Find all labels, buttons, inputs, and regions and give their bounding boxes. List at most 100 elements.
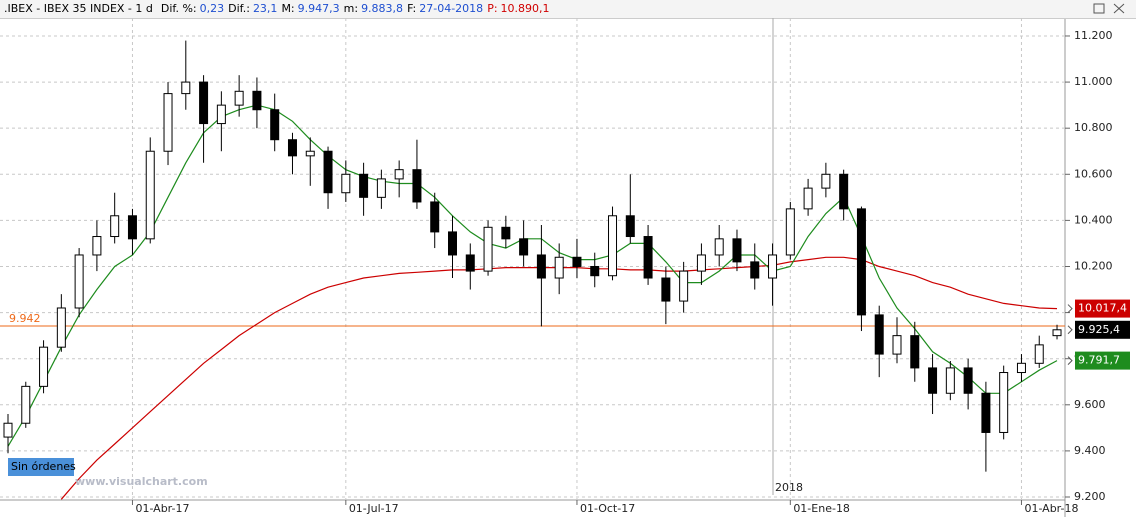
candle-body bbox=[696, 254, 706, 272]
header-value: 9.883,8 bbox=[361, 2, 404, 15]
header-label: F: bbox=[407, 2, 417, 15]
level-label: 9.942 bbox=[9, 312, 41, 325]
header-value: 10.890,1 bbox=[500, 2, 550, 15]
candle-body bbox=[750, 261, 760, 279]
header-label: Dif. %: bbox=[160, 2, 197, 15]
candle-body bbox=[216, 104, 226, 125]
year-label: 2018 bbox=[775, 481, 803, 494]
header-label: Dif.: bbox=[228, 2, 250, 15]
candle-body bbox=[910, 335, 920, 369]
header-label: M: bbox=[281, 2, 295, 15]
last-value-label: 10.017,4 bbox=[1078, 302, 1127, 315]
tag-arrow bbox=[1067, 304, 1073, 313]
y-tick-label: 10.800 bbox=[1074, 121, 1113, 134]
candle-body bbox=[1052, 329, 1062, 337]
candle-body bbox=[110, 215, 120, 238]
candle-body bbox=[3, 422, 13, 438]
moving-average bbox=[7, 104, 1058, 447]
x-tick-label: 01-Abr-17 bbox=[135, 502, 189, 515]
last-value-label: 9.925,4 bbox=[1078, 323, 1120, 336]
close-button[interactable] bbox=[1113, 3, 1125, 14]
candle-body bbox=[56, 307, 66, 348]
candle-body bbox=[465, 254, 475, 272]
header-value: 9.947,3 bbox=[297, 2, 340, 15]
candle-body bbox=[1016, 362, 1026, 374]
x-tick-label: 01-Oct-17 bbox=[580, 502, 635, 515]
tag-arrow bbox=[1067, 325, 1073, 335]
candle-body bbox=[572, 256, 582, 267]
candle-body bbox=[145, 150, 155, 240]
candle-body bbox=[394, 169, 404, 180]
candle-body bbox=[821, 173, 831, 189]
last-value-box bbox=[1075, 320, 1130, 339]
candle-body bbox=[412, 169, 422, 203]
y-tick-label: 9.600 bbox=[1074, 398, 1106, 411]
candle-body bbox=[892, 335, 902, 355]
candle-body bbox=[928, 367, 938, 394]
candle-body bbox=[999, 372, 1009, 433]
candle-body bbox=[768, 254, 778, 279]
y-axis-panel bbox=[1065, 19, 1136, 517]
candle-body bbox=[163, 93, 173, 152]
header-label: P: bbox=[487, 2, 498, 15]
candle-body bbox=[181, 81, 191, 95]
candle-body bbox=[714, 238, 724, 256]
candle-body bbox=[448, 231, 457, 256]
restore-button[interactable] bbox=[1093, 3, 1105, 14]
y-tick-label: 10.600 bbox=[1074, 167, 1113, 180]
candle-body bbox=[856, 208, 866, 316]
candle-body bbox=[287, 139, 297, 157]
candle-body bbox=[430, 201, 440, 233]
last-value-label: 9.791,7 bbox=[1078, 354, 1120, 367]
candle-body bbox=[376, 178, 386, 198]
window-buttons[interactable] bbox=[1092, 0, 1132, 18]
candle-body bbox=[234, 90, 244, 106]
candle-body bbox=[590, 265, 600, 277]
candle-body bbox=[839, 173, 849, 210]
candle-body bbox=[199, 81, 209, 125]
y-tick-label: 9.400 bbox=[1074, 444, 1106, 457]
candle-body bbox=[874, 314, 884, 355]
x-tick-label: 01-Jul-17 bbox=[349, 502, 399, 515]
candle-body bbox=[1034, 344, 1044, 364]
candle-body bbox=[643, 236, 653, 279]
header-value: 0,23 bbox=[199, 2, 225, 15]
status-button[interactable] bbox=[8, 458, 74, 476]
header-label: m: bbox=[343, 2, 359, 15]
candle-body bbox=[270, 109, 280, 141]
candle-body bbox=[608, 215, 618, 277]
x-tick-label: 01-Ene-18 bbox=[793, 502, 850, 515]
candle-body bbox=[554, 256, 564, 279]
candle-body bbox=[519, 238, 529, 256]
candle-body bbox=[981, 392, 991, 433]
y-tick-label: 11.000 bbox=[1074, 75, 1113, 88]
header-value: 23,1 bbox=[252, 2, 278, 15]
last-value-box bbox=[1075, 351, 1130, 370]
candle-body bbox=[323, 150, 333, 194]
candle-body bbox=[536, 254, 546, 279]
candle-body bbox=[92, 236, 102, 256]
window-controls[interactable] bbox=[1092, 0, 1132, 24]
candle-body bbox=[625, 215, 635, 238]
y-tick-label: 11.200 bbox=[1074, 29, 1113, 42]
candle-body bbox=[679, 270, 689, 302]
status-button-label[interactable]: Sin órdenes bbox=[11, 460, 76, 473]
chart-header: .IBEX - IBEX 35 INDEX - 1 d Dif. %: 0,23 Di… bbox=[0, 0, 1136, 19]
candle-body bbox=[341, 173, 351, 194]
candle-body bbox=[39, 346, 49, 387]
candle-body bbox=[74, 254, 84, 309]
header-fields: Dif. %: 0,23 Dif.: 23,1 M: 9.947,3 m: 9.883,8 F:… bbox=[157, 2, 550, 15]
y-tick-label: 9.200 bbox=[1074, 490, 1106, 503]
candle-body bbox=[127, 215, 137, 240]
tag-arrow bbox=[1067, 356, 1073, 365]
candle-body bbox=[661, 277, 671, 302]
candle-body bbox=[963, 367, 973, 394]
candle-body bbox=[803, 187, 813, 210]
candle-body bbox=[483, 226, 493, 272]
x-tick-label: 01-Abr-18 bbox=[1024, 502, 1078, 515]
watermark: www.visualchart.com bbox=[75, 475, 208, 488]
candle-body bbox=[305, 150, 315, 157]
candle-body bbox=[785, 208, 795, 256]
